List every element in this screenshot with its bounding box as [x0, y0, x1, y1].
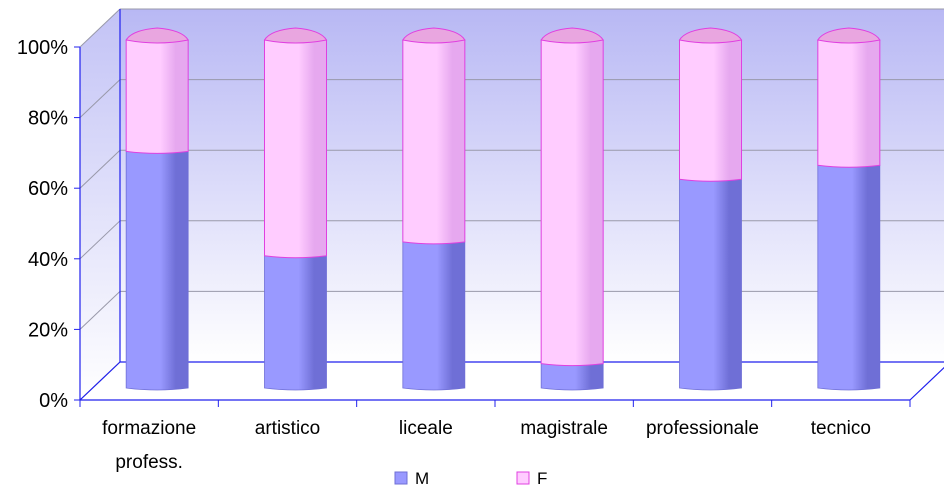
bar-segment-M: [264, 255, 327, 391]
bar-segment-M: [817, 164, 881, 391]
bar-top-cap: [678, 27, 743, 44]
x-tick-label: tecnico: [811, 418, 871, 439]
bar-segment-M: [540, 363, 604, 391]
bar-top-cap: [263, 27, 328, 44]
legend-label-F: F: [537, 469, 547, 488]
x-tick-label: profess.: [115, 452, 183, 473]
floor-edge-right: [909, 366, 944, 401]
gridline-side: [79, 291, 121, 330]
gridline-side: [79, 79, 121, 118]
y-tick-label: 0%: [39, 390, 68, 412]
back-wall: [120, 9, 944, 362]
bar-top-cap: [540, 27, 604, 44]
bar-segment-M: [679, 178, 742, 391]
bar-segment-F: [817, 39, 881, 168]
bar-segment-F: [264, 39, 327, 259]
y-tick-label: 80%: [28, 108, 68, 130]
x-tick-label: professionale: [646, 418, 759, 439]
gridline-side: [79, 8, 121, 48]
gridline-side: [79, 220, 121, 260]
x-tick-label: liceale: [399, 418, 453, 439]
y-tick-label: 60%: [28, 178, 68, 200]
bar-segment-F: [679, 39, 742, 182]
legend-label-M: M: [415, 469, 429, 488]
bar-segment-F: [540, 39, 604, 367]
bar-top-cap: [125, 27, 189, 44]
floor: [80, 362, 944, 400]
bar-top-cap: [817, 27, 881, 44]
floor-edge-left: [79, 361, 121, 401]
x-tick-label: artistico: [255, 418, 320, 439]
y-tick-label: 20%: [28, 319, 68, 341]
x-tick-label: formazione: [102, 418, 196, 439]
y-tick-label: 100%: [17, 37, 68, 59]
y-tick-label: 40%: [28, 249, 68, 271]
x-tick-label: magistrale: [520, 418, 608, 439]
bar-segment-M: [125, 150, 189, 391]
gridline-side: [79, 149, 121, 189]
bar-segment-M: [402, 241, 466, 391]
legend-swatch-F: [516, 471, 530, 485]
bar-top-cap: [402, 27, 466, 44]
bar-segment-F: [402, 39, 466, 245]
bar-segment-F: [125, 39, 189, 154]
side-wall: [80, 9, 120, 400]
legend-swatch-M: [394, 471, 408, 485]
